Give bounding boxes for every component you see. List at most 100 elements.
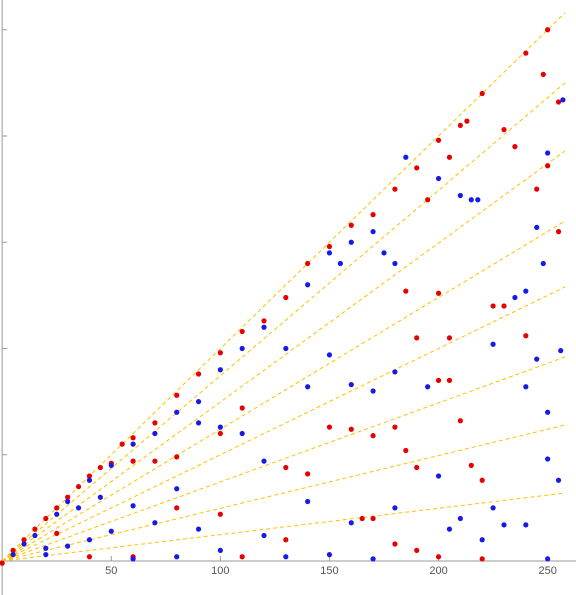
- point: [540, 260, 546, 267]
- point: [414, 464, 420, 471]
- point: [261, 532, 267, 539]
- point: [54, 530, 60, 536]
- guide-line: [1, 12, 566, 562]
- point: [446, 335, 453, 341]
- point: [195, 399, 202, 405]
- point: [523, 333, 529, 339]
- point: [490, 303, 496, 309]
- point: [425, 384, 431, 390]
- point: [490, 505, 496, 511]
- point: [86, 537, 93, 543]
- guide-line: [2, 424, 566, 562]
- point: [261, 458, 267, 464]
- point: [130, 503, 136, 509]
- point: [108, 462, 114, 468]
- point: [86, 473, 93, 479]
- point: [545, 556, 551, 562]
- point: [174, 454, 180, 460]
- point: [558, 348, 564, 354]
- point: [392, 186, 398, 192]
- point: [392, 369, 398, 375]
- point: [43, 552, 49, 558]
- guide-line: [1, 286, 566, 562]
- point: [490, 341, 496, 347]
- point: [130, 441, 136, 447]
- point: [425, 197, 431, 203]
- point: [370, 556, 376, 562]
- point: [555, 477, 562, 483]
- point: [475, 197, 481, 203]
- point: [337, 260, 343, 267]
- point: [348, 382, 354, 388]
- point: [403, 447, 409, 454]
- point: [32, 526, 38, 532]
- point: [403, 288, 409, 294]
- point: [435, 554, 442, 560]
- point: [348, 239, 354, 245]
- point: [32, 532, 38, 539]
- point: [65, 498, 71, 505]
- point: [403, 154, 409, 160]
- point: [239, 345, 245, 352]
- point: [305, 471, 311, 477]
- point: [457, 418, 463, 424]
- point: [545, 27, 551, 33]
- point: [217, 430, 223, 437]
- point: [392, 424, 398, 430]
- point: [348, 426, 354, 432]
- point: [43, 545, 49, 551]
- point: [381, 250, 387, 256]
- point: [534, 356, 540, 362]
- point: [195, 526, 202, 532]
- point: [479, 556, 485, 562]
- point: [457, 515, 463, 522]
- point: [512, 144, 518, 150]
- x-tick-label: 100: [211, 565, 229, 577]
- point: [479, 90, 485, 97]
- point: [119, 441, 125, 447]
- point: [10, 552, 16, 558]
- point: [54, 511, 60, 517]
- point: [370, 212, 376, 218]
- point: [523, 288, 529, 294]
- point: [457, 192, 463, 199]
- point: [152, 420, 158, 426]
- point: [392, 260, 398, 267]
- point: [545, 409, 551, 415]
- point: [97, 494, 103, 500]
- point: [545, 456, 551, 462]
- point: [464, 118, 470, 124]
- x-tick-label: 200: [429, 565, 447, 577]
- guide-line: [2, 492, 566, 562]
- point: [130, 556, 136, 562]
- point: [305, 498, 311, 505]
- point: [370, 433, 376, 439]
- point: [446, 526, 453, 532]
- x-tick-label: 150: [320, 565, 338, 577]
- point: [65, 494, 71, 500]
- point: [21, 541, 27, 547]
- point: [97, 464, 103, 471]
- x-tick-label: 50: [105, 565, 117, 577]
- guide-line: [1, 150, 566, 562]
- point: [174, 554, 180, 560]
- point: [555, 99, 562, 105]
- point: [239, 430, 245, 437]
- point: [217, 367, 223, 373]
- point: [326, 352, 333, 358]
- point: [446, 154, 453, 160]
- point: [283, 537, 289, 543]
- point: [446, 377, 453, 383]
- point: [54, 505, 60, 511]
- point: [414, 165, 420, 171]
- point: [501, 127, 507, 133]
- point: [239, 405, 245, 411]
- point: [523, 522, 529, 528]
- point: [86, 477, 93, 483]
- point: [414, 335, 420, 341]
- point: [108, 528, 114, 534]
- point: [217, 424, 223, 430]
- point: [283, 464, 289, 471]
